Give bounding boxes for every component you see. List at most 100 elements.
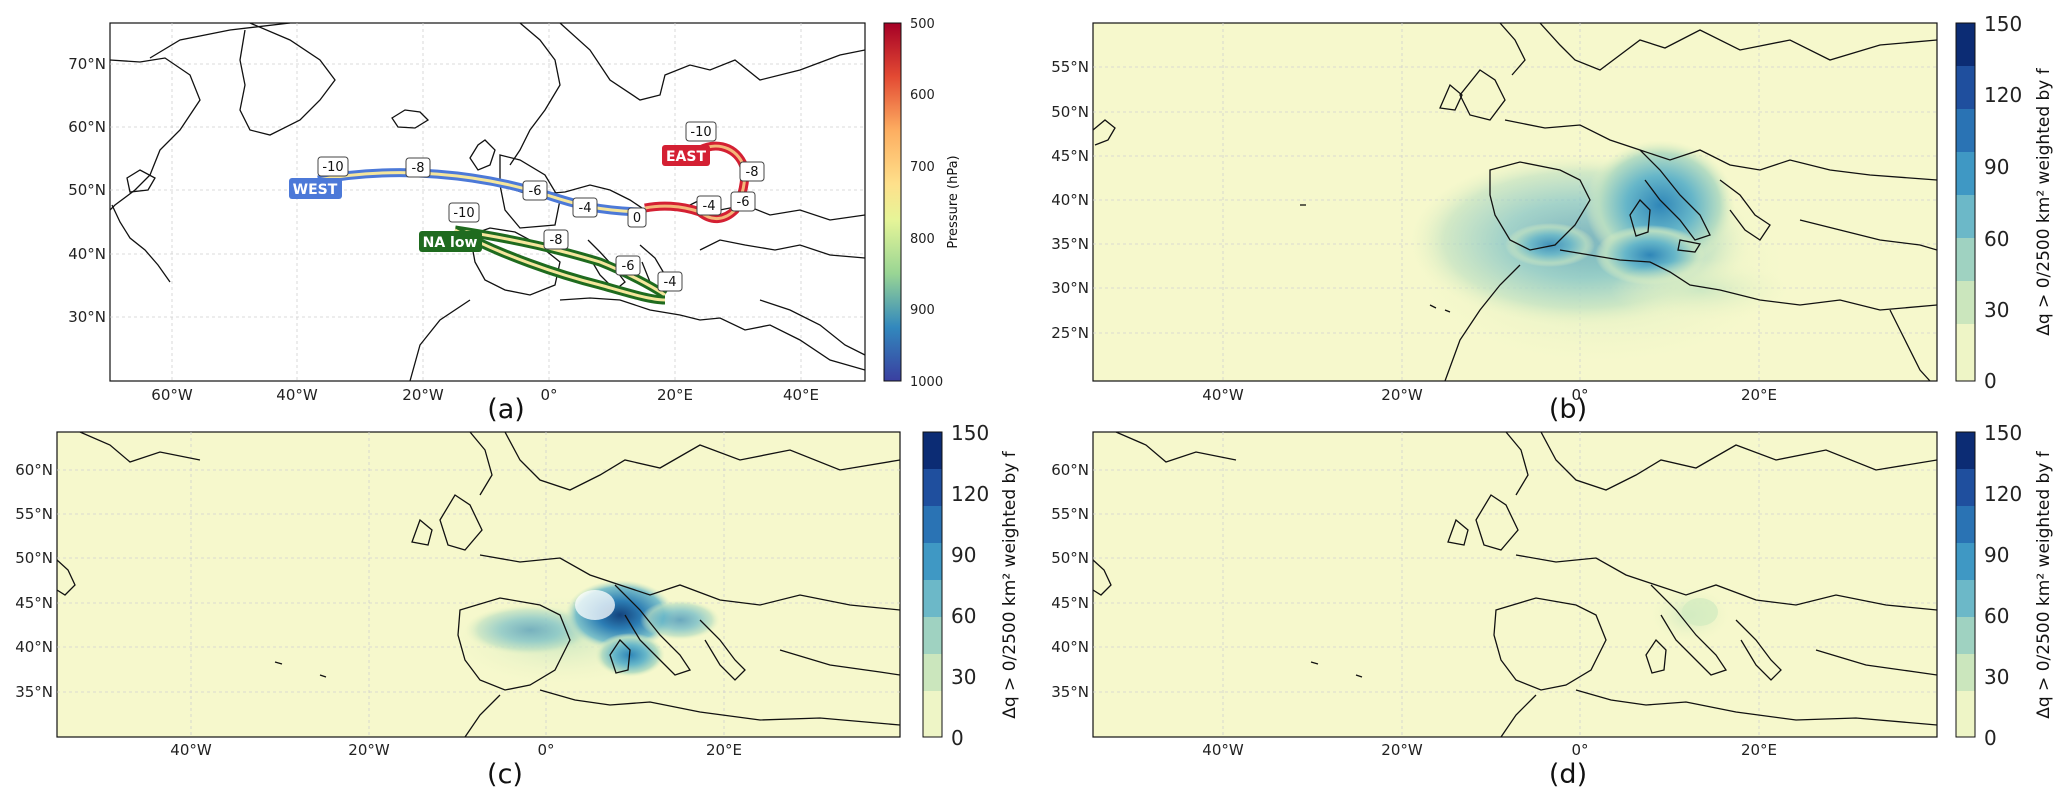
route-labels-na-low: -10 -8 -6 -4 NA low bbox=[419, 202, 683, 292]
coastlines-b bbox=[1093, 23, 1937, 381]
lat-tick: 50°N bbox=[1051, 549, 1089, 567]
cb-tick: 30 bbox=[1984, 298, 2009, 322]
na-low-label-6: -6 bbox=[622, 259, 635, 274]
colorbar-title-d: Δq > 0/2500 km² weighted by f bbox=[2034, 450, 2054, 719]
lat-tick: 40°N bbox=[68, 245, 106, 263]
lat-ticks-d: 60°N 55°N 50°N 45°N 40°N 35°N bbox=[1051, 461, 1089, 701]
lat-tick: 60°N bbox=[68, 118, 106, 136]
panel-label-d: (d) bbox=[1549, 759, 1587, 790]
na-low-label-8: -8 bbox=[550, 233, 563, 248]
lon-tick: 40°W bbox=[170, 741, 212, 759]
coastlines-c bbox=[57, 432, 900, 737]
lat-tick: 45°N bbox=[1051, 594, 1089, 612]
cb-tick: 600 bbox=[910, 88, 935, 103]
east-label-6: -6 bbox=[737, 195, 750, 210]
lon-tick: 40°E bbox=[783, 386, 819, 404]
lon-tick: 20°E bbox=[657, 386, 693, 404]
lat-tick: 55°N bbox=[1051, 58, 1089, 76]
lat-tick: 70°N bbox=[68, 55, 106, 73]
lat-tick: 50°N bbox=[68, 181, 106, 199]
cb-tick: 30 bbox=[951, 665, 976, 689]
lon-tick: 20°E bbox=[1741, 741, 1777, 759]
west-label-0: 0 bbox=[633, 211, 641, 226]
lat-tick: 55°N bbox=[15, 505, 53, 523]
lon-tick: 20°W bbox=[348, 741, 390, 759]
west-label-8: -8 bbox=[412, 161, 425, 176]
coastlines-a bbox=[110, 23, 865, 381]
west-route-name: WEST bbox=[293, 182, 338, 198]
lon-tick: 20°W bbox=[1381, 741, 1423, 759]
lat-tick: 40°N bbox=[1051, 191, 1089, 209]
panel-d: 60°N 55°N 50°N 45°N 40°N 35°N 40°W 20°W … bbox=[1051, 421, 2054, 790]
map-frame-c bbox=[56, 431, 901, 738]
cb-tick: 700 bbox=[910, 160, 935, 175]
lat-tick: 45°N bbox=[15, 594, 53, 612]
panel-c: 60°N 55°N 50°N 45°N 40°N 35°N 40°W 20°W … bbox=[15, 421, 1020, 790]
cb-tick: 60 bbox=[1984, 604, 2009, 628]
lon-ticks-a: 60°W 40°W 20°W 0° 20°E 40°E bbox=[151, 386, 819, 404]
route-labels-west: -10 -8 -6 -4 0 WEST bbox=[289, 156, 647, 228]
cb-tick: 0 bbox=[1984, 726, 1997, 750]
east-label-8: -8 bbox=[746, 165, 759, 180]
lon-tick: 60°W bbox=[151, 386, 193, 404]
cb-tick: 120 bbox=[951, 482, 989, 506]
cb-tick: 150 bbox=[1984, 12, 2022, 36]
cb-tick: 60 bbox=[1984, 227, 2009, 251]
lon-tick: 20°E bbox=[1741, 386, 1777, 404]
lat-tick: 30°N bbox=[68, 308, 106, 326]
lat-ticks-c: 60°N 55°N 50°N 45°N 40°N 35°N bbox=[15, 461, 53, 701]
colorbar-title-b: Δq > 0/2500 km² weighted by f bbox=[2034, 67, 2054, 336]
lon-tick: 0° bbox=[537, 741, 554, 759]
gridlines-d bbox=[1093, 432, 1937, 737]
lon-tick: 40°W bbox=[1202, 741, 1244, 759]
na-low-label-4: -4 bbox=[664, 275, 677, 290]
cb-tick: 120 bbox=[1984, 83, 2022, 107]
route-labels-east: -10 -8 -6 -4 EAST bbox=[662, 121, 765, 216]
na-low-label-10: -10 bbox=[453, 206, 474, 221]
panel-label-a: (a) bbox=[487, 394, 525, 425]
colorbar-b: 150 120 90 60 30 0 Δq > 0/2500 km² weigh… bbox=[1955, 12, 2054, 393]
cb-tick: 500 bbox=[910, 17, 935, 32]
lat-tick: 30°N bbox=[1051, 279, 1089, 297]
panel-b: 55°N 50°N 45°N 40°N 35°N 30°N 25°N 40°W … bbox=[1051, 12, 2054, 425]
lon-tick: 0° bbox=[1571, 386, 1588, 404]
lat-tick: 55°N bbox=[1051, 505, 1089, 523]
lon-ticks-d: 40°W 20°W 0° 20°E bbox=[1202, 741, 1777, 759]
cb-tick: 90 bbox=[951, 543, 976, 567]
lon-tick: 20°W bbox=[1381, 386, 1423, 404]
panel-label-b: (b) bbox=[1549, 394, 1587, 425]
lon-ticks-c: 40°W 20°W 0° 20°E bbox=[170, 741, 742, 759]
lon-tick: 20°W bbox=[402, 386, 444, 404]
cb-tick: 150 bbox=[951, 421, 989, 445]
east-label-4: -4 bbox=[703, 199, 716, 214]
cb-tick: 90 bbox=[1984, 155, 2009, 179]
lat-ticks-a: 70°N 60°N 50°N 40°N 30°N bbox=[68, 55, 106, 326]
east-label-10: -10 bbox=[690, 125, 711, 140]
panel-a: -10 -8 -6 -4 0 WEST -10 -8 -6 -4 EAST bbox=[68, 17, 961, 425]
gridlines-c bbox=[57, 432, 900, 737]
cb-tick: 120 bbox=[1984, 482, 2022, 506]
moisture-field-b bbox=[1410, 140, 1790, 365]
east-route-name: EAST bbox=[666, 149, 706, 165]
lat-ticks-b: 55°N 50°N 45°N 40°N 35°N 30°N 25°N bbox=[1051, 58, 1089, 342]
lat-tick: 60°N bbox=[1051, 461, 1089, 479]
colorbar-d: 150 120 90 60 30 0 Δq > 0/2500 km² weigh… bbox=[1955, 421, 2054, 750]
lat-tick: 25°N bbox=[1051, 324, 1089, 342]
colorbar-c: 150 120 90 60 30 0 Δq > 0/2500 km² weigh… bbox=[922, 421, 1020, 750]
lat-tick: 40°N bbox=[1051, 638, 1089, 656]
lat-tick: 50°N bbox=[15, 549, 53, 567]
map-frame-d bbox=[1092, 431, 1938, 738]
lon-tick: 0° bbox=[1571, 741, 1588, 759]
lat-tick: 35°N bbox=[15, 683, 53, 701]
route-na-low bbox=[452, 225, 668, 305]
cb-tick: 30 bbox=[1984, 665, 2009, 689]
lon-tick: 40°W bbox=[276, 386, 318, 404]
lon-tick: 0° bbox=[540, 386, 557, 404]
cb-tick: 900 bbox=[910, 303, 935, 318]
lat-tick: 60°N bbox=[15, 461, 53, 479]
lat-tick: 35°N bbox=[1051, 235, 1089, 253]
moisture-field-c bbox=[450, 580, 720, 685]
lon-ticks-b: 40°W 20°W 0° 20°E bbox=[1202, 386, 1777, 404]
cb-tick: 0 bbox=[951, 726, 964, 750]
